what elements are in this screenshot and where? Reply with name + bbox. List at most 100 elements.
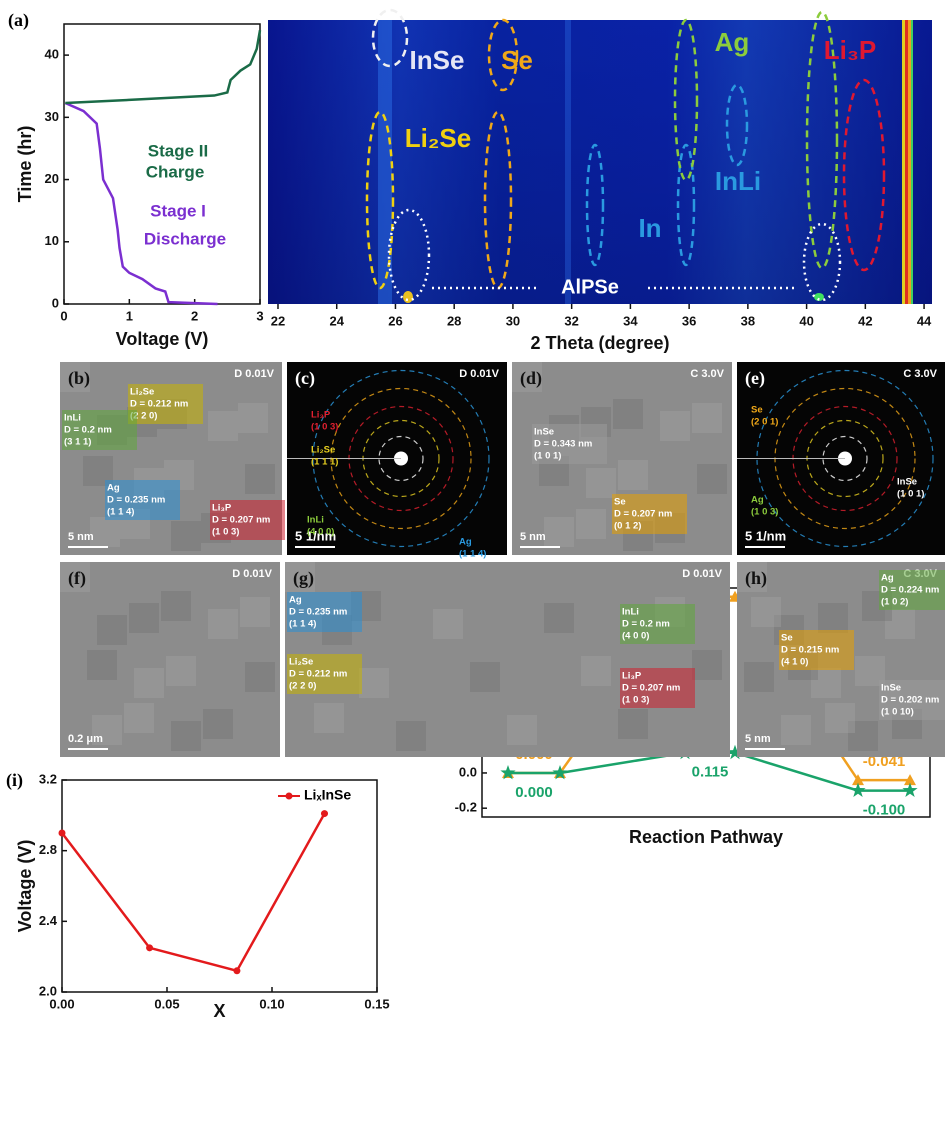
- x-tick-label: 22: [271, 313, 285, 328]
- texture: [744, 662, 774, 692]
- texture: [781, 715, 811, 745]
- texture: [544, 517, 574, 547]
- data-label: 0.000: [515, 784, 553, 801]
- panel-tag: D 0.01V: [682, 568, 722, 580]
- diffraction-streak: [905, 20, 908, 304]
- label-text: InLi: [307, 515, 324, 526]
- label-text: Li₃P: [212, 503, 232, 514]
- marker: [321, 810, 328, 817]
- panel-tag: C 3.0V: [903, 368, 937, 380]
- panel-label: (i): [6, 770, 23, 791]
- texture: [245, 464, 275, 494]
- label-text: (3 1 1): [64, 437, 91, 448]
- texture: [581, 656, 611, 686]
- texture: [751, 597, 781, 627]
- label-text: (1 0 1): [534, 451, 561, 462]
- label-text: (2 2 0): [289, 681, 316, 692]
- x-tick-label: 2: [191, 308, 198, 323]
- label-text: Ag: [881, 573, 894, 584]
- label-text: Li₂Se: [130, 387, 154, 398]
- texture: [314, 703, 344, 733]
- texture: [692, 650, 722, 680]
- y-tick-label: 2.8: [39, 842, 57, 857]
- texture: [576, 509, 606, 539]
- diffraction-streak: [902, 20, 905, 304]
- y-tick-label: 10: [45, 233, 59, 248]
- x-tick-label: 0.05: [154, 996, 179, 1011]
- texture: [618, 709, 648, 739]
- x-tick-label: 34: [623, 313, 638, 328]
- x-tick-label: 36: [682, 313, 696, 328]
- label-text: D = 0.224 nm: [881, 585, 939, 596]
- label-text: D = 0.235 nm: [289, 607, 347, 618]
- panel-label: (h): [745, 568, 767, 589]
- label-text: D = 0.2 nm: [64, 425, 112, 436]
- label-text: (1 0 3): [212, 527, 239, 538]
- series-line: [65, 30, 260, 103]
- diffraction-streak: [908, 20, 911, 304]
- y-tick-label: 3.2: [39, 771, 57, 786]
- texture: [470, 662, 500, 692]
- texture: [238, 403, 268, 433]
- texture: [544, 603, 574, 633]
- label-text: Se: [751, 405, 763, 416]
- texture: [208, 609, 238, 639]
- texture: [166, 656, 196, 686]
- panel-label: (f): [68, 568, 86, 589]
- texture: [245, 662, 275, 692]
- panel-label: (b): [68, 368, 90, 389]
- x-tick-label: 26: [388, 313, 402, 328]
- texture: [171, 721, 201, 751]
- y-tick-label: 0.0: [459, 764, 477, 779]
- x-tick-label: 0.10: [259, 996, 284, 1011]
- x-axis-label: X: [213, 1001, 225, 1021]
- figure: 0123010203040Voltage (V)Time (hr)(a)Stag…: [0, 0, 945, 1116]
- x-tick-label: 3: [256, 308, 263, 323]
- label-text: Li₃P: [622, 671, 642, 682]
- image-panel: (b)D 0.01V5 nmLi₂SeD = 0.212 nm(2 2 0)In…: [60, 362, 285, 555]
- label-text: D = 0.212 nm: [130, 399, 188, 410]
- texture: [692, 403, 722, 433]
- image-panel: (c)D 0.01V5 1/nmLi₃P(1 0 3)Li₂Se(1 1 1)I…: [287, 362, 507, 560]
- scale-label: 5 1/nm: [745, 528, 786, 543]
- annotation: Li₂Se: [405, 123, 471, 153]
- x-tick-label: 30: [506, 313, 520, 328]
- y-tick-label: 2.0: [39, 983, 57, 998]
- marker: [59, 830, 66, 837]
- label-text: InSe: [897, 477, 917, 488]
- diffraction-streak: [911, 20, 913, 304]
- label-text: InSe: [881, 683, 901, 694]
- label-text: (1 0 2): [881, 597, 908, 608]
- label-text: D = 0.202 nm: [881, 695, 939, 706]
- body: 0123010203040Voltage (V)Time (hr)(a)Stag…: [0, 0, 945, 1116]
- texture: [618, 460, 648, 490]
- y-tick-label: 30: [45, 109, 59, 124]
- x-tick-label: 0.00: [49, 996, 74, 1011]
- label-text: (1 0 1): [897, 489, 924, 500]
- label-text: InSe: [534, 427, 554, 438]
- label-text: Se: [781, 633, 793, 644]
- texture: [825, 703, 855, 733]
- x-tick-label: 38: [741, 313, 755, 328]
- data-label: -0.100: [863, 802, 906, 819]
- annotation: Li₃P: [824, 35, 876, 65]
- label-text: (1 0 3): [622, 695, 649, 706]
- label-text: Li₂Se: [289, 657, 313, 668]
- x-tick-label: 28: [447, 313, 461, 328]
- label-text: (4 0 0): [622, 631, 649, 642]
- y-tick-label: 20: [45, 171, 59, 186]
- x-tick-label: 42: [858, 313, 872, 328]
- texture: [660, 411, 690, 441]
- label-text: D = 0.235 nm: [107, 495, 165, 506]
- texture: [87, 650, 117, 680]
- label-text: D = 0.215 nm: [781, 645, 839, 656]
- marker: [146, 944, 153, 951]
- x-tick-label: 0: [60, 308, 67, 323]
- label-text: Se: [614, 497, 626, 508]
- annotation: In: [638, 213, 661, 243]
- texture: [507, 715, 537, 745]
- label-text: Ag: [459, 537, 472, 548]
- plot-frame: [62, 780, 377, 992]
- label-text: D = 0.207 nm: [614, 509, 672, 520]
